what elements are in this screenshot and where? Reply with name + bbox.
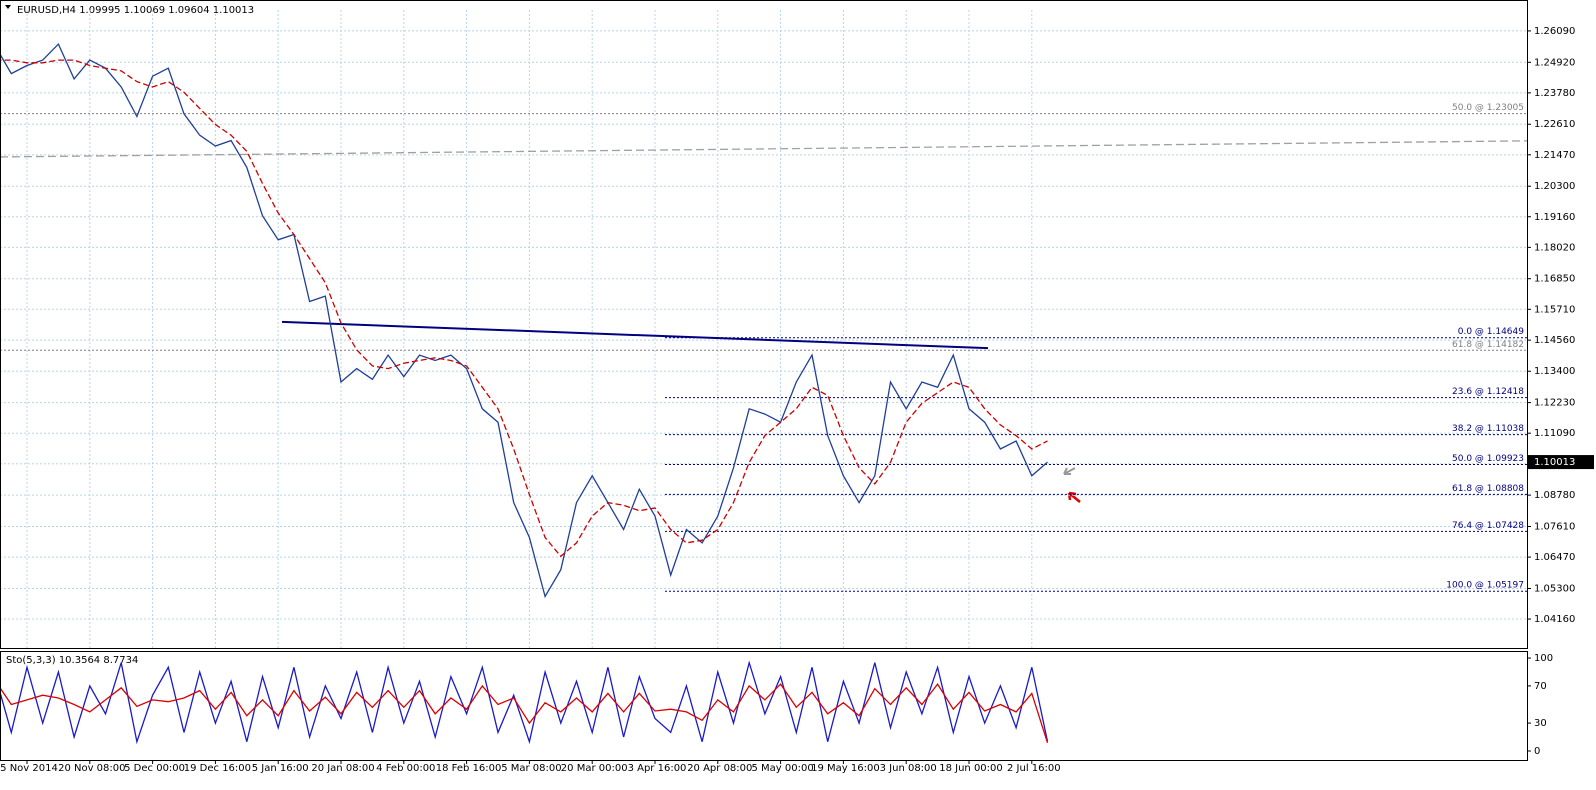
fib-label: 23.6 @ 1.12418	[1452, 387, 1524, 397]
x-tick-label: 18 Jun 00:00	[939, 763, 1003, 774]
y-tick-label: 1.07610	[1534, 522, 1575, 533]
sub-title: Sto(5,3,3) 10.3564 8.7734	[6, 655, 138, 666]
x-tick-label: 19 May 16:00	[811, 763, 880, 774]
menu-icon	[5, 5, 11, 9]
y-tick-label: 1.20300	[1534, 181, 1575, 192]
x-tick-label: 5 Mar 08:00	[501, 763, 561, 774]
x-tick-label: 20 Jan 08:00	[311, 763, 374, 774]
series-line	[1, 660, 1049, 745]
sub-frame	[0, 651, 1528, 761]
fib-label: 76.4 @ 1.07428	[1452, 521, 1524, 531]
fib-label: 61.8 @ 1.08808	[1452, 484, 1524, 494]
y-tick-label: 1.06470	[1534, 552, 1575, 563]
x-tick-label: 5 Nov 2014	[0, 763, 58, 774]
x-tick-label: 4 Feb 00:00	[376, 763, 435, 774]
main-frame	[0, 0, 1528, 649]
trendline	[281, 320, 989, 350]
long-ma	[1, 140, 1527, 158]
fib-label: 50.0 @ 1.09923	[1452, 454, 1524, 464]
y-tick-label: 1.14560	[1534, 335, 1575, 346]
y-tick-label: 30	[1534, 718, 1547, 729]
arrow-grey	[1063, 467, 1076, 475]
y-tick-label: 70	[1534, 681, 1547, 692]
fib-label: 50.0 @ 1.23005	[1452, 103, 1524, 113]
x-tick-label: 2 Jul 16:00	[1007, 763, 1061, 774]
chart-title: EURUSD,H4 1.09995 1.10069 1.09604 1.1001…	[17, 5, 254, 16]
y-tick-label: 1.26090	[1534, 26, 1575, 37]
y-tick-label: 1.19160	[1534, 212, 1575, 223]
x-tick-label: 20 Nov 08:00	[58, 763, 125, 774]
fib-label: 0.0 @ 1.14649	[1458, 327, 1525, 337]
y-tick-label: 1.08780	[1534, 490, 1575, 501]
y-tick-label: 100	[1534, 653, 1553, 664]
series-line	[1, 59, 1048, 558]
x-tick-label: 3 Apr 16:00	[628, 763, 687, 774]
plot	[1, 660, 1049, 745]
x-tick-label: 5 Jan 16:00	[252, 763, 309, 774]
y-tick-label: 1.18020	[1534, 242, 1575, 253]
fib-label: 61.8 @ 1.14182	[1452, 340, 1524, 350]
x-tick-label: 20 Mar 00:00	[561, 763, 628, 774]
x-tick-label: 20 Apr 08:00	[687, 763, 752, 774]
x-tick-label: 3 Jun 08:00	[880, 763, 937, 774]
x-tick-label: 19 Dec 16:00	[184, 763, 251, 774]
y-tick-label: 1.21470	[1534, 150, 1575, 161]
plot	[1, 10, 1527, 648]
y-tick-label: 1.24920	[1534, 57, 1575, 68]
y-tick-label: 1.04160	[1534, 614, 1575, 625]
y-tick-label: 1.16850	[1534, 274, 1575, 285]
price-tag-bg	[1528, 455, 1594, 470]
fib-label: 100.0 @ 1.05197	[1446, 581, 1524, 591]
price-tag: 1.10013	[1534, 457, 1575, 468]
y-tick-label: 1.22610	[1534, 119, 1575, 130]
y-tick-label: 1.11090	[1534, 428, 1575, 439]
x-tick-label: 18 Feb 16:00	[436, 763, 502, 774]
y-tick-label: 1.12230	[1534, 398, 1575, 409]
x-tick-label: 5 May 00:00	[751, 763, 813, 774]
y-tick-label: 1.15710	[1534, 304, 1575, 315]
x-tick-label: 5 Dec 00:00	[124, 763, 185, 774]
y-tick-label: 1.23780	[1534, 88, 1575, 99]
fib-label: 38.2 @ 1.11038	[1452, 424, 1524, 434]
y-tick-label: 1.05300	[1534, 583, 1575, 594]
series-line	[1, 682, 1049, 743]
y-tick-label: 1.13400	[1534, 366, 1575, 377]
series-line	[1, 42, 1048, 599]
y-tick-label: 0	[1534, 746, 1540, 757]
